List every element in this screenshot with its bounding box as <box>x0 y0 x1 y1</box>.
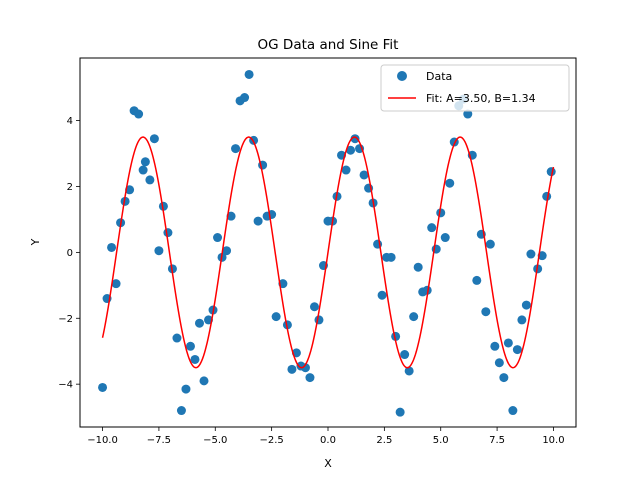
data-point <box>149 134 159 144</box>
data-point <box>138 165 148 175</box>
data-point <box>271 312 281 322</box>
data-point <box>98 382 108 392</box>
data-point <box>485 239 495 249</box>
y-tick-label: 0 <box>67 248 73 259</box>
data-point <box>436 208 446 218</box>
data-point <box>404 366 414 376</box>
data-point <box>240 93 250 103</box>
data-point <box>158 201 168 211</box>
x-tick-label: 5.0 <box>433 435 449 446</box>
data-point <box>494 358 504 368</box>
legend: Data Fit: A=3.50, B=1.34 <box>380 64 570 112</box>
data-point <box>111 279 121 289</box>
data-point <box>309 302 319 312</box>
data-point <box>346 145 356 155</box>
data-point <box>185 341 195 351</box>
data-point <box>481 307 491 317</box>
legend-label-fit: Fit: A=3.50, B=1.34 <box>426 92 536 105</box>
data-point <box>163 228 173 238</box>
data-point <box>422 285 432 295</box>
data-point <box>154 246 164 256</box>
data-point <box>145 175 155 185</box>
data-point <box>282 320 292 330</box>
x-tick-label: 10.0 <box>542 435 564 446</box>
data-point <box>213 233 223 243</box>
data-point <box>341 165 351 175</box>
data-point <box>445 178 455 188</box>
data-point <box>490 341 500 351</box>
x-tick-label: 7.5 <box>489 435 505 446</box>
x-tick-label: −5.0 <box>203 435 227 446</box>
data-point <box>194 318 204 328</box>
data-point <box>526 249 536 259</box>
data-point <box>517 315 527 325</box>
data-point <box>472 275 482 285</box>
y-axis: −4 −2 0 2 4 <box>58 116 80 391</box>
data-point <box>190 354 200 364</box>
y-tick-label: 2 <box>67 182 73 193</box>
data-point <box>176 406 186 416</box>
data-point <box>386 252 396 262</box>
data-point <box>181 384 191 394</box>
x-tick-label: −2.5 <box>259 435 283 446</box>
data-point <box>172 333 182 343</box>
data-point <box>140 157 150 167</box>
data-point <box>134 109 144 119</box>
x-axis-label: X <box>324 457 332 470</box>
x-tick-label: −7.5 <box>147 435 171 446</box>
data-point <box>499 373 509 383</box>
data-point <box>395 407 405 417</box>
data-point <box>463 109 473 119</box>
chart-title: OG Data and Sine Fit <box>258 37 399 53</box>
data-point <box>503 338 513 348</box>
data-point <box>287 364 297 374</box>
data-point <box>226 211 236 221</box>
data-point <box>508 406 518 416</box>
data-point <box>231 144 241 154</box>
legend-box <box>380 64 570 112</box>
data-point <box>120 196 130 206</box>
y-tick-label: 4 <box>67 116 73 127</box>
data-point <box>350 134 360 144</box>
fit-line <box>101 136 555 369</box>
data-point <box>427 223 437 233</box>
legend-marker-data <box>397 71 407 81</box>
data-point <box>222 246 232 256</box>
x-tick-label: 2.5 <box>376 435 392 446</box>
y-tick-label: −4 <box>58 380 73 391</box>
data-point <box>305 373 315 383</box>
data-point <box>440 233 450 243</box>
x-tick-label: −10.0 <box>87 435 118 446</box>
y-axis-label: Y <box>29 238 42 246</box>
line-layer <box>101 136 555 369</box>
data-point <box>521 300 531 310</box>
data-point <box>512 345 522 355</box>
data-point <box>409 312 419 322</box>
data-point <box>244 69 254 79</box>
x-tick-label: 0.0 <box>320 435 336 446</box>
data-point <box>314 315 324 325</box>
data-point <box>300 363 310 373</box>
data-point <box>400 350 410 360</box>
data-point <box>413 262 423 272</box>
y-tick-label: −2 <box>58 314 73 325</box>
data-point <box>377 290 387 300</box>
data-point <box>359 170 369 180</box>
legend-label-data: Data <box>426 70 452 83</box>
data-point <box>253 216 263 226</box>
data-point <box>107 242 117 252</box>
x-axis: −10.0 −7.5 −5.0 −2.5 0.0 2.5 5.0 7.5 10.0 <box>87 427 565 446</box>
data-point <box>199 376 209 386</box>
